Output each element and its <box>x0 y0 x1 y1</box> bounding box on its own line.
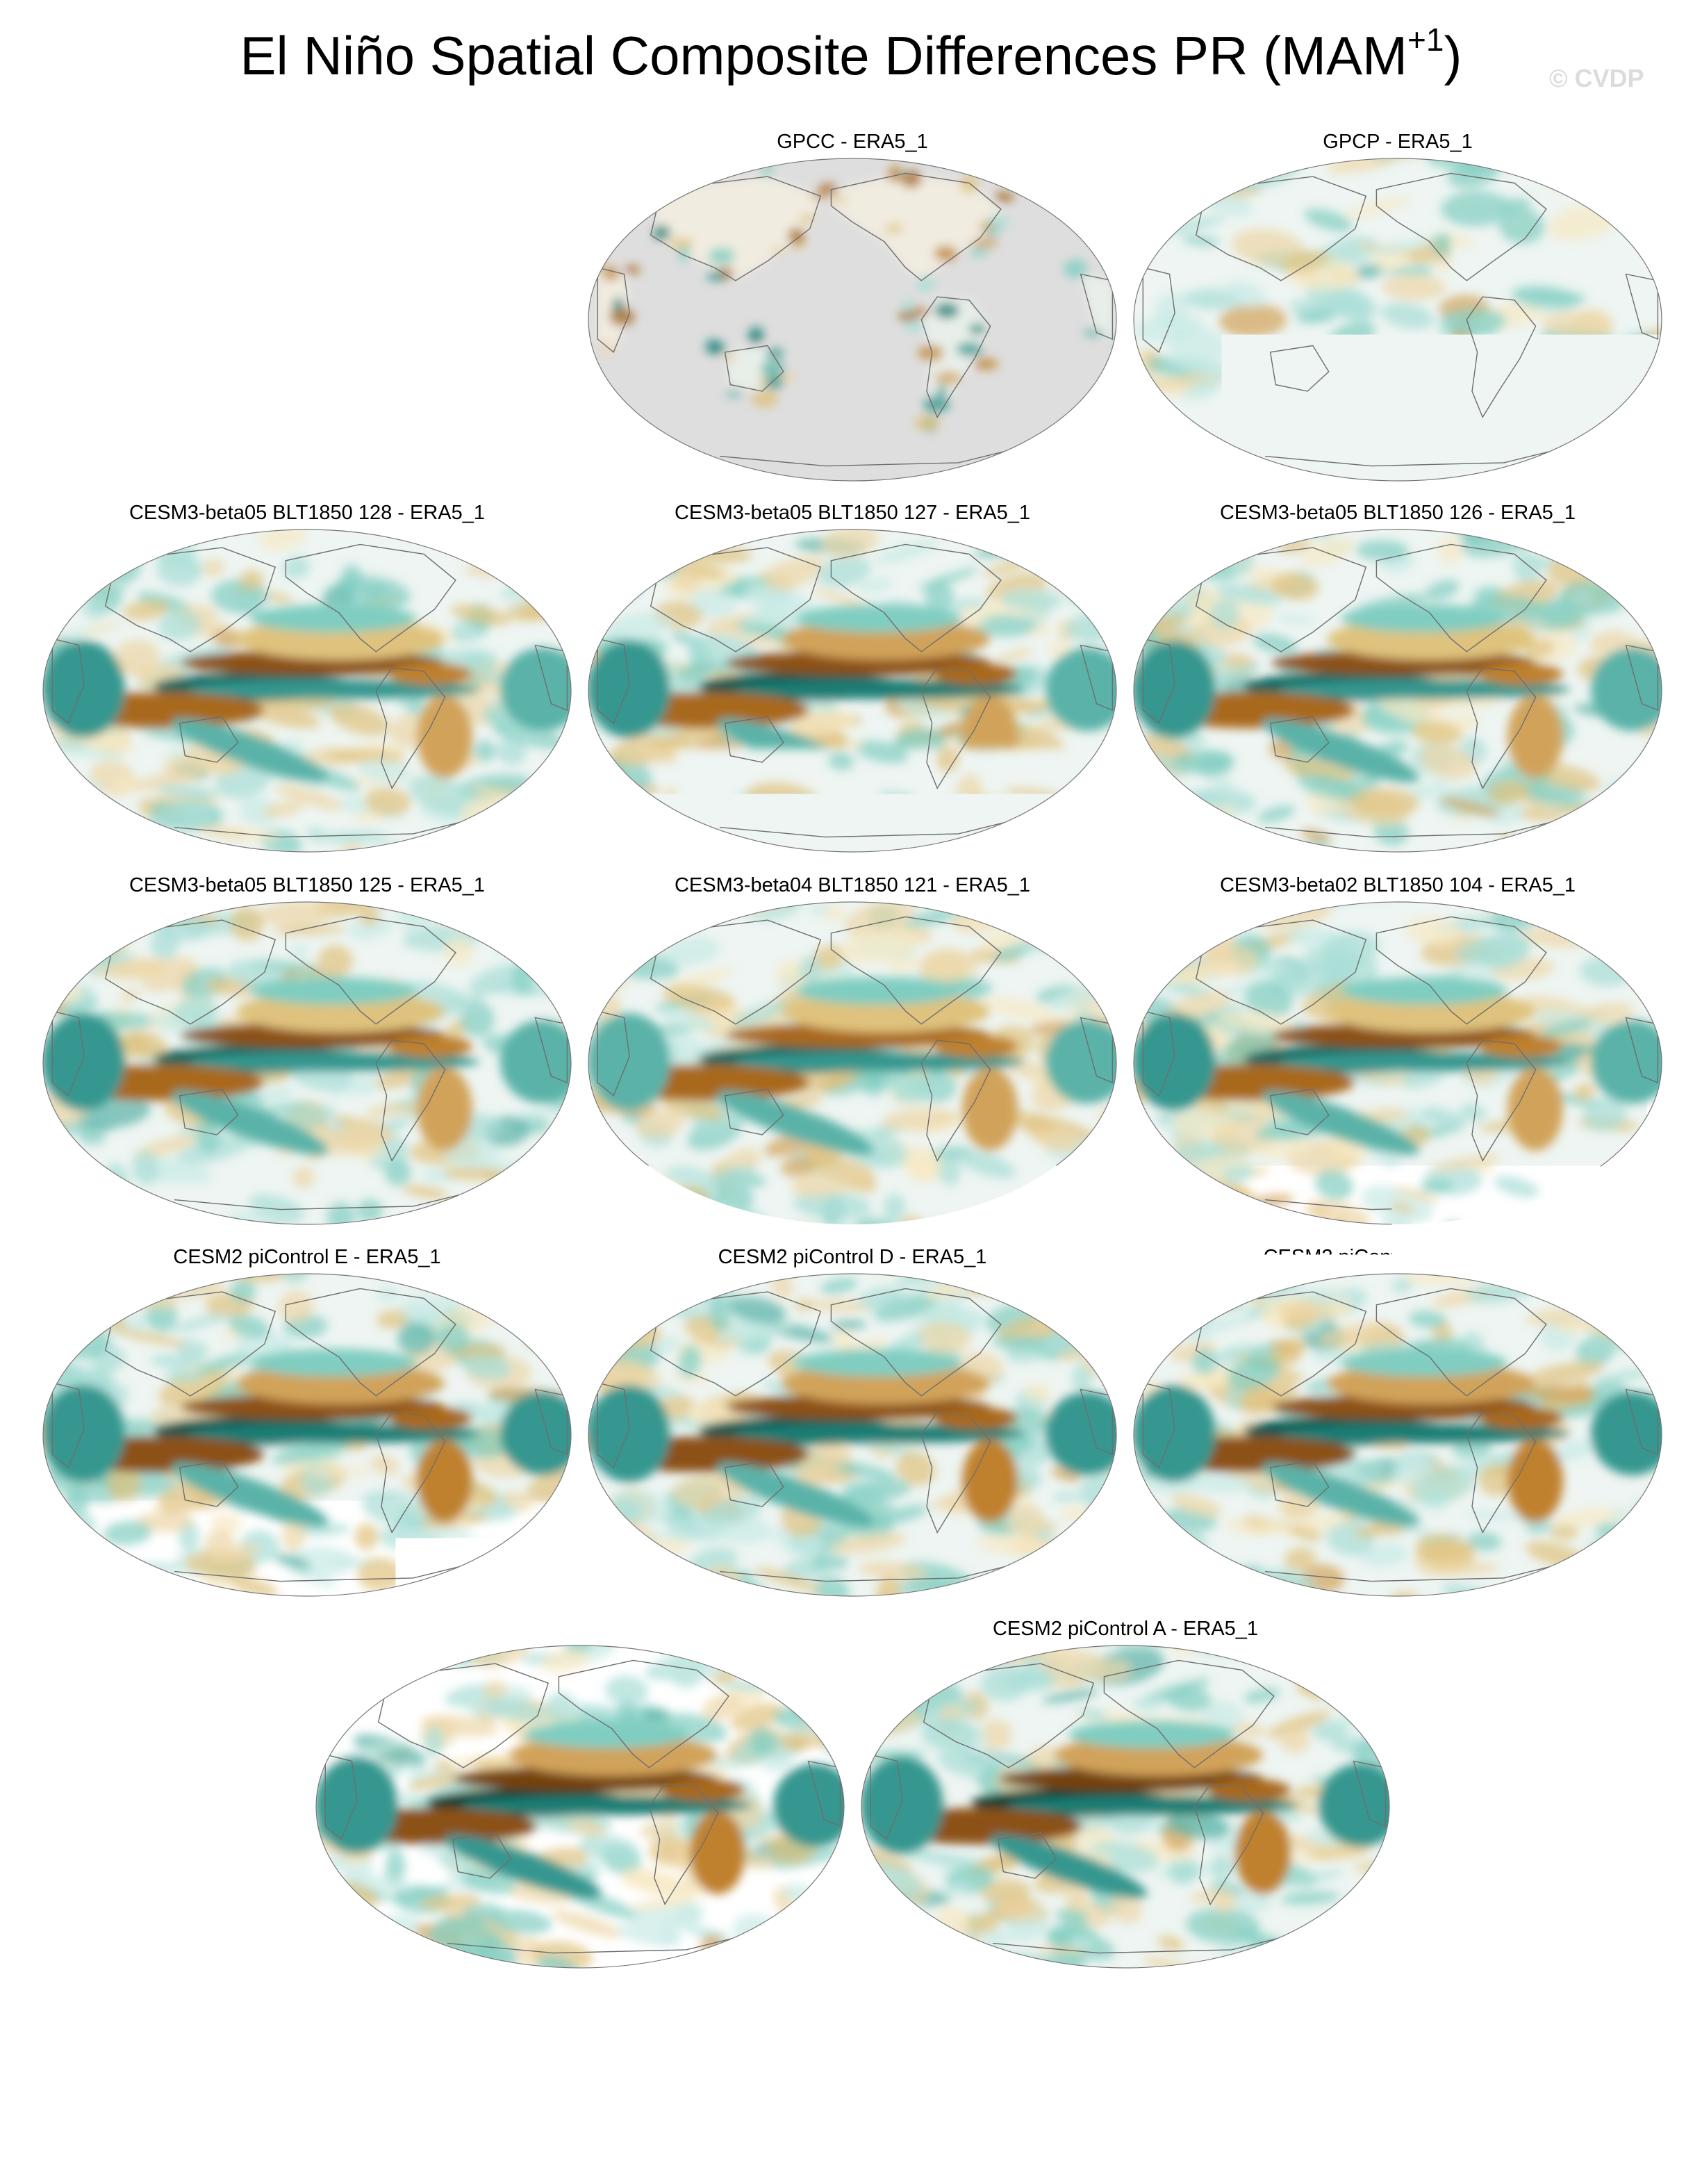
map-projection <box>587 528 1118 853</box>
colorbar-tick-label: -.75 <box>480 2068 550 2114</box>
panel-title: CESM2 piControl B - ERA5_1 <box>309 1616 851 1641</box>
colorbar-swatch <box>10 2026 94 2064</box>
precip-field <box>1132 157 1663 482</box>
map-projection <box>1132 901 1663 1226</box>
figure-title-superscript: +1 <box>1407 22 1444 58</box>
map-panel: CESM3-beta05 BLT1850 125 - ERA5_1 <box>36 873 578 1248</box>
figure-title: El Niño Spatial Composite Differences PR… <box>0 21 1702 90</box>
map-projection <box>860 1644 1391 1969</box>
colorbar-tick-label: 1 <box>1260 2068 1282 2114</box>
colorbar-swatch <box>346 2026 431 2064</box>
colorbar-tick-label: -.5 <box>575 2068 622 2114</box>
figure-title-close: ) <box>1444 25 1462 86</box>
panel-title: CESM3-beta04 BLT1850 121 - ERA5_1 <box>581 873 1123 898</box>
colorbar-tick-label: -4 <box>160 2068 196 2114</box>
colorbar-swatch <box>94 2026 179 2064</box>
colorbar-swatch <box>1356 2026 1441 2064</box>
colorbar-swatch <box>1524 2026 1609 2064</box>
panel-title: CESM3-beta05 BLT1850 127 - ERA5_1 <box>581 500 1123 525</box>
colorbar-tick-label: 5 <box>1597 2068 1619 2114</box>
panel-title: GPCP - ERA5_1 <box>1127 129 1669 154</box>
colorbar-swatch <box>1272 2026 1357 2064</box>
colorbar-units: mm/day <box>0 2117 1702 2162</box>
colorbar-tick-label: -2 <box>329 2068 365 2114</box>
colorbar-swatch <box>515 2026 600 2064</box>
panel-title: CESM2 piControl C - ERA5_1 <box>1127 1245 1669 1270</box>
map-projection <box>587 157 1118 482</box>
panel-title: CESM3-beta05 BLT1850 126 - ERA5_1 <box>1127 500 1669 525</box>
colorbar-swatch <box>1440 2026 1525 2064</box>
map-panel: CESM2 piControl A - ERA5_1 <box>854 1616 1396 1992</box>
colorbar-swatch <box>851 2026 936 2064</box>
map-projection <box>42 1272 572 1598</box>
map-projection <box>1132 1272 1663 1598</box>
map-panel: CESM2 piControl D - ERA5_1 <box>581 1245 1123 1620</box>
colorbar-tick-label: -.1 <box>743 2068 791 2114</box>
map-projection <box>587 901 1118 1226</box>
map-projection <box>42 901 572 1226</box>
map-panel: CESM3-beta05 BLT1850 126 - ERA5_1 <box>1127 500 1669 876</box>
map-panel: CESM2 piControl B - ERA5_1 <box>309 1616 851 1992</box>
panel-title: CESM3-beta05 BLT1850 128 - ERA5_1 <box>36 500 578 525</box>
colorbar-swatch <box>431 2026 515 2064</box>
figure-title-text: El Niño Spatial Composite Differences PR… <box>240 25 1408 86</box>
panel-title: CESM2 piControl A - ERA5_1 <box>854 1616 1396 1641</box>
colorbar-tick-label: 3 <box>1429 2068 1451 2114</box>
colorbar-swatch <box>178 2026 263 2064</box>
map-panel: CESM3-beta04 BLT1850 121 - ERA5_1 <box>581 873 1123 1248</box>
colorbar-tick-label: .25 <box>991 2068 1048 2114</box>
colorbar-swatch <box>767 2026 852 2064</box>
map-projection <box>1132 157 1663 482</box>
map-panel: CESM2 piControl E - ERA5_1 <box>36 1245 578 1620</box>
map-panel: CESM3-beta02 BLT1850 104 - ERA5_1 <box>1127 873 1669 1248</box>
colorbar-swatch <box>1187 2026 1272 2064</box>
colorbar-tick-label: .75 <box>1159 2068 1216 2114</box>
map-projection <box>1132 528 1663 853</box>
map-projection <box>587 1272 1118 1598</box>
colorbar-swatch <box>262 2026 347 2064</box>
colorbar-tick-label: -3 <box>245 2068 281 2114</box>
map-projection <box>42 528 572 853</box>
panel-title: CESM3-beta05 BLT1850 125 - ERA5_1 <box>36 873 578 898</box>
panel-title: CESM2 piControl E - ERA5_1 <box>36 1245 578 1270</box>
colorbar-swatch <box>599 2026 684 2064</box>
colorbar-tick-label: -1 <box>413 2068 449 2114</box>
map-panel: GPCC - ERA5_1 <box>581 129 1123 504</box>
colorbar-tick-label: 4 <box>1513 2068 1535 2114</box>
colorbar-swatch <box>1103 2026 1188 2064</box>
map-panel: GPCP - ERA5_1 <box>1127 129 1669 504</box>
colorbar-swatch <box>935 2026 1020 2064</box>
panel-title: GPCC - ERA5_1 <box>581 129 1123 154</box>
credit-watermark: © CVDP <box>1549 64 1644 93</box>
map-projection <box>315 1644 845 1969</box>
map-panel: CESM3-beta05 BLT1850 128 - ERA5_1 <box>36 500 578 876</box>
colorbar <box>10 2026 1692 2064</box>
panel-title: CESM3-beta02 BLT1850 104 - ERA5_1 <box>1127 873 1669 898</box>
colorbar-tick-label: .1 <box>918 2068 952 2114</box>
colorbar-tick-label: 0 <box>840 2068 862 2114</box>
colorbar-swatch <box>1608 2026 1692 2064</box>
map-panel: CESM3-beta05 BLT1850 127 - ERA5_1 <box>581 500 1123 876</box>
map-panel: CESM2 piControl C - ERA5_1 <box>1127 1245 1669 1620</box>
colorbar-tick-label: .5 <box>1087 2068 1120 2114</box>
colorbar-swatch <box>1019 2026 1104 2064</box>
colorbar-swatch <box>683 2026 768 2064</box>
colorbar-tick-label: -.25 <box>648 2068 718 2114</box>
panel-title: CESM2 piControl D - ERA5_1 <box>581 1245 1123 1270</box>
colorbar-tick-label: -5 <box>76 2068 112 2114</box>
colorbar-tick-label: 2 <box>1344 2068 1366 2114</box>
